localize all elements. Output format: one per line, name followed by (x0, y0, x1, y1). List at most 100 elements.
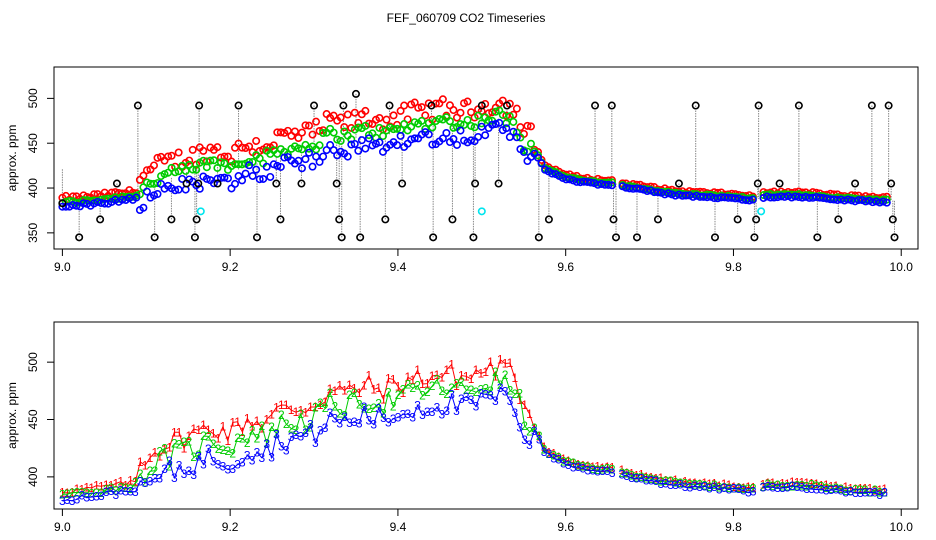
series-3-marker: 3 (779, 481, 786, 495)
series-3-point (653, 188, 662, 197)
series-3-marker: 3 (521, 433, 528, 447)
series-1-marker: 1 (293, 405, 300, 419)
reference-point (192, 215, 201, 224)
reference-point (398, 179, 407, 188)
series-3-marker: 3 (434, 401, 441, 415)
series-3-marker: 3 (575, 460, 582, 474)
series-2-marker: 2 (555, 450, 562, 464)
reference-point (112, 179, 121, 188)
series-3-point (607, 181, 616, 190)
series-3-point (319, 152, 328, 161)
series-3-point (495, 118, 504, 127)
series-3-marker: 3 (619, 468, 626, 482)
series-3-marker: 3 (555, 453, 562, 467)
series-1-marker: 1 (79, 483, 86, 497)
series-1-marker: 1 (575, 457, 582, 471)
series-3-marker: 3 (83, 491, 90, 505)
series-3-marker: 3 (346, 416, 353, 430)
series-3-point (442, 129, 451, 138)
series-1-marker: 1 (127, 474, 134, 488)
series-2-marker: 2 (833, 481, 840, 495)
reference-point (448, 215, 457, 224)
reference-point (75, 233, 84, 242)
reference-point (234, 101, 243, 110)
series-1-marker: 1 (113, 477, 120, 491)
series-3-marker: 3 (375, 401, 382, 415)
series-2-point (509, 117, 518, 126)
series-2-point (400, 120, 409, 129)
series-3-point (72, 201, 81, 210)
series-1-marker: 1 (234, 415, 241, 429)
series-2-marker: 2 (589, 462, 596, 476)
series-2-point (445, 117, 454, 126)
series-1-marker: 1 (142, 459, 149, 473)
series-2-marker: 2 (643, 472, 650, 486)
series-1-marker: 1 (463, 369, 470, 383)
series-1-marker: 1 (331, 384, 338, 398)
series-3-point (548, 169, 557, 178)
series-1-marker: 1 (108, 479, 115, 493)
series-2-marker: 2 (706, 480, 713, 494)
series-3-point (223, 174, 232, 183)
reference-point (182, 179, 191, 188)
top-panel-plot-frame (53, 66, 919, 250)
series-1-marker: 1 (609, 460, 616, 474)
series-3-marker: 3 (186, 464, 193, 478)
series-2-marker: 2 (550, 448, 557, 462)
series-1-marker: 1 (83, 480, 90, 494)
series-1-marker: 1 (322, 395, 329, 409)
series-2-marker: 2 (103, 482, 110, 496)
series-2-marker: 2 (516, 386, 523, 400)
series-1-point (336, 113, 345, 122)
series-1-point (350, 108, 359, 117)
series-3-point (171, 186, 180, 195)
series-2-point (128, 192, 137, 201)
series-2-marker: 2 (473, 385, 480, 399)
reference-point (775, 179, 784, 188)
series-3-point (791, 192, 800, 201)
series-2-marker: 2 (536, 429, 543, 443)
series-1-marker: 1 (229, 415, 236, 429)
series-1-point (149, 161, 158, 170)
series-3-marker: 3 (210, 454, 217, 468)
series-1-marker: 1 (302, 406, 309, 420)
series-2-marker: 2 (127, 482, 134, 496)
series-1-marker: 1 (156, 449, 163, 463)
series-3-marker: 3 (395, 410, 402, 424)
series-2-point (192, 165, 201, 174)
reference-point (813, 233, 822, 242)
series-3-point (252, 165, 261, 174)
series-1-point (431, 99, 440, 108)
reference-point (794, 101, 803, 110)
series-2-marker: 2 (380, 406, 387, 420)
series-1-marker: 1 (380, 392, 387, 406)
series-1-marker: 1 (760, 478, 767, 492)
reference-point (750, 233, 759, 242)
series-3-point (79, 199, 88, 208)
series-3-marker: 3 (331, 412, 338, 426)
series-3-marker: 3 (784, 480, 791, 494)
series-3-marker: 3 (322, 421, 329, 435)
series-2-marker: 2 (662, 474, 669, 488)
series-2-marker: 2 (502, 368, 509, 382)
x-tick-label: 9.4 (390, 520, 407, 534)
series-2-marker: 2 (59, 487, 66, 501)
series-3-point (305, 148, 314, 157)
series-2-marker: 2 (721, 480, 728, 494)
series-1-marker: 1 (789, 475, 796, 489)
series-1-marker: 1 (862, 481, 869, 495)
series-2-point (216, 158, 225, 167)
series-2-marker: 2 (852, 483, 859, 497)
series-1-point (252, 136, 261, 145)
series-1-marker: 1 (263, 412, 270, 426)
series-2-point (181, 166, 190, 175)
series-1-marker: 1 (604, 460, 611, 474)
series-2-marker: 2 (784, 479, 791, 493)
series-2-marker: 2 (463, 383, 470, 397)
x-tick-label: 9.2 (222, 260, 239, 274)
series-1-marker: 1 (745, 480, 752, 494)
series-3-point (139, 203, 148, 212)
series-2-marker: 2 (584, 460, 591, 474)
series-2-marker: 2 (497, 378, 504, 392)
